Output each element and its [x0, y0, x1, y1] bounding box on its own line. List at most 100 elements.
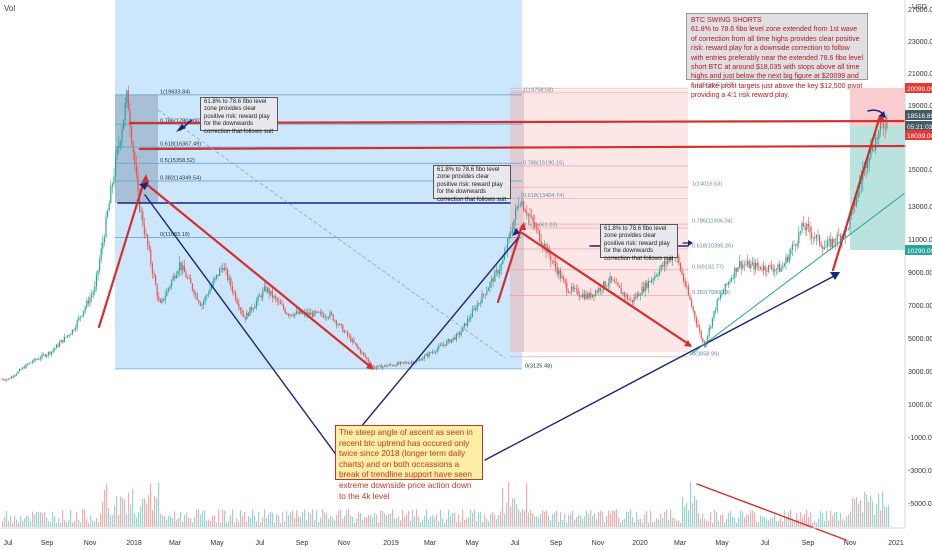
time-tick-label: Mar [674, 540, 687, 547]
candle-body [865, 163, 867, 168]
candle-body [180, 262, 182, 270]
teal-trendline [689, 192, 906, 356]
volume-bar [186, 512, 188, 527]
candle-body [575, 288, 577, 290]
volume-bar [726, 518, 728, 527]
volume-bar [140, 506, 142, 527]
candle-body [268, 288, 270, 295]
volume-bar [434, 517, 436, 527]
volume-bar [662, 518, 664, 527]
candle-body [519, 205, 521, 207]
volume-bar [616, 509, 618, 527]
volume-bar [346, 510, 348, 527]
volume-bar [430, 516, 432, 527]
volume-bar [664, 511, 666, 527]
candle-body [407, 363, 409, 365]
fib-label-2019: 0.786(15190.15) [523, 160, 564, 166]
candle-body [326, 317, 328, 318]
candle-body [254, 306, 256, 309]
candle-body [873, 150, 875, 151]
candle-body [318, 311, 320, 313]
volume-bar [238, 521, 240, 527]
price-tick-label: 21000.00 [908, 71, 932, 78]
volume-bar [694, 495, 696, 527]
candle-body [719, 294, 721, 299]
candle-body [766, 270, 768, 272]
candle-body [591, 294, 593, 298]
candle-body [593, 294, 595, 296]
candle-body [755, 262, 757, 270]
volume-bar [240, 510, 242, 527]
volume-bar [466, 518, 468, 527]
candle-body [255, 301, 257, 307]
volume-bar [394, 518, 396, 527]
candle-body [611, 276, 613, 281]
volume-bar [6, 511, 8, 527]
candle-body [92, 292, 94, 295]
btc-swing-title: BTC SWING SHORTS [691, 17, 762, 24]
volume-bar [234, 522, 236, 527]
volume-bar [818, 518, 820, 527]
candle-body [71, 329, 73, 334]
candle-body [449, 339, 451, 343]
candle-body [799, 231, 801, 233]
candle-body [302, 312, 304, 314]
volume-bar [72, 522, 74, 527]
volume-bar [170, 516, 172, 527]
candle-body [7, 378, 9, 380]
candle-body [801, 223, 803, 232]
volume-bar [92, 520, 94, 527]
price-tag [905, 121, 932, 131]
candle-body [508, 234, 510, 239]
volume-bar [18, 522, 20, 527]
candle-body [366, 357, 368, 360]
volume-bar [280, 522, 282, 527]
volume-bar [884, 506, 886, 527]
volume-bar [760, 515, 762, 527]
candle-body [299, 311, 301, 314]
volume-bar [502, 488, 504, 527]
volume-bar [682, 496, 684, 527]
candle-body [241, 310, 243, 314]
volume-bar [228, 520, 230, 527]
candle-body [742, 264, 744, 269]
candle-body [764, 265, 766, 271]
candle-body [363, 352, 365, 355]
volume-bar [722, 514, 724, 527]
candle-body [22, 367, 24, 370]
volume-bar [444, 522, 446, 527]
volume-bar [366, 517, 368, 527]
volume-bar [480, 511, 482, 527]
candle-body [411, 361, 413, 363]
volume-bar [670, 509, 672, 527]
volume-bar [414, 516, 416, 527]
price-tag [905, 83, 932, 93]
candle-body [668, 257, 670, 261]
volume-bar [412, 509, 414, 527]
price-tag-label: 05:21:03 [907, 124, 932, 131]
volume-bar [546, 510, 548, 527]
candle-body [782, 266, 784, 269]
volume-bar [256, 521, 258, 527]
volume-bar [316, 510, 318, 527]
volume-bar [52, 511, 54, 527]
volume-bar [4, 516, 6, 527]
volume-bar [268, 514, 270, 527]
volume-bar [658, 519, 660, 527]
volume-bar [368, 514, 370, 527]
candle-body [513, 219, 515, 230]
candle-body [588, 292, 590, 299]
volume-bar [870, 495, 872, 527]
candle-body [521, 201, 523, 206]
volume-bar [814, 520, 816, 527]
volume-bar [562, 519, 564, 527]
volume-bar [204, 510, 206, 527]
volume-bar [844, 520, 846, 527]
candle-body [11, 376, 13, 379]
volume-bar [548, 515, 550, 527]
volume-bar [388, 513, 390, 527]
volume-bar [36, 511, 38, 527]
fib-zone-2019-dark [510, 90, 524, 352]
currency-label: USD [912, 4, 927, 11]
candle-body [263, 286, 265, 291]
